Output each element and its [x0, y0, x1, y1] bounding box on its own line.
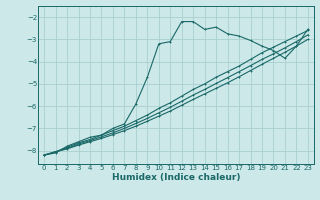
X-axis label: Humidex (Indice chaleur): Humidex (Indice chaleur) — [112, 173, 240, 182]
